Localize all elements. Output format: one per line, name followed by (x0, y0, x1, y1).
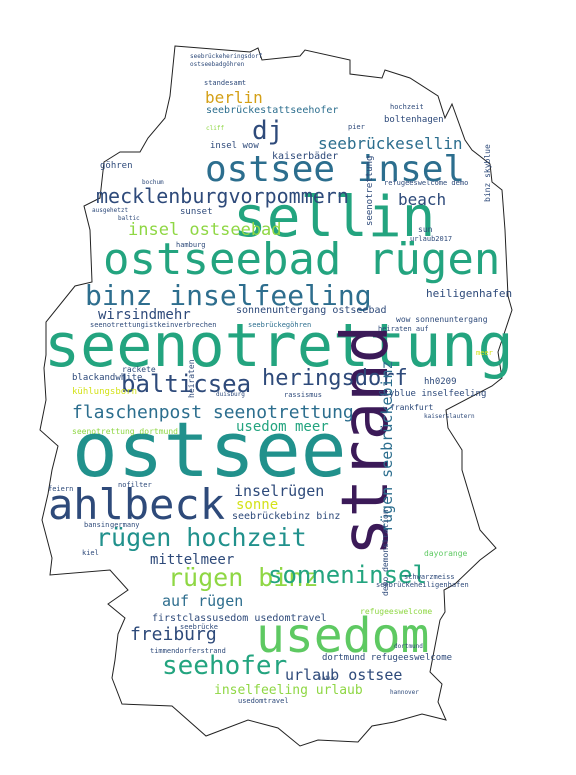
word-freiburg: freiburg (130, 624, 217, 645)
word-blackandwhite: blackandwhite (72, 373, 143, 383)
word-berlin: berlin (205, 88, 263, 107)
word-hannover: hannover (390, 689, 419, 696)
word-dayorange: dayorange (424, 549, 468, 558)
word-seebrueckegoehren: seebrückegöhren (248, 321, 312, 329)
word-hamburg: hamburg (176, 241, 206, 249)
word-seenotrettungistkeinverbrechen: seenotrettungistkeinverbrechen (90, 321, 217, 329)
word-ostseebad-ruegen: ostseebad rügen (103, 234, 501, 285)
word-refugeeswelcome: refugeeswelcome (360, 607, 433, 616)
word-usedomtravel: usedomtravel (238, 697, 289, 705)
word-insel-ostseebad: insel ostseebad (128, 220, 282, 240)
word-cliff: cliff (206, 125, 225, 132)
word-germany: germany (110, 521, 140, 529)
word-mecklenburgvorpommern: mecklenburgvorpommern (96, 184, 349, 208)
word-bochum: bochum (142, 179, 164, 186)
word-pier: pier (348, 123, 365, 131)
word-heiligenhafen: heiligenhafen (426, 287, 513, 300)
word-heiraten: heiraten (187, 359, 196, 398)
word-sellin: sellin (233, 185, 436, 250)
word-meer: meer (476, 349, 493, 357)
word-sunset: sunset (180, 207, 213, 217)
word-feiern: feiern (48, 485, 74, 493)
word-ruegen-hochzeit: rügen hochzeit (96, 523, 307, 552)
word-ostseebadgoehren: ostseebadgöhren (190, 61, 245, 68)
word-natur: natur (318, 675, 337, 682)
word-sonnenuntergang-ostseebad: sonnenuntergang ostseebad (236, 305, 387, 316)
word-seebrueckesellin: seebrückesellin (318, 134, 463, 153)
word-hochzeit: hochzeit (390, 103, 424, 111)
word-goehren: göhren (100, 161, 133, 171)
word-frankfurt: frankfurt (390, 403, 434, 412)
word-firstclassusedom: firstclassusedom usedomtravel (152, 613, 327, 624)
word-ruegen-seebrueckebinz: rügen seebrückebinz (378, 360, 396, 532)
word-insel-wow: insel wow (210, 141, 259, 151)
word-sonneninsel: sonneninsel (268, 561, 427, 589)
word-seehofer: seehofer (162, 651, 288, 681)
word-ahlbeck: ahlbeck (48, 480, 226, 529)
word-duisburg: duisburg (216, 391, 245, 398)
word-ruegen-binz: rügen binz (168, 563, 319, 592)
word-seebrueckebinz-binz: seebrückebinz binz (232, 511, 341, 522)
word-sonne: sonne (236, 497, 279, 513)
word-urlaub-ostsee: urlaub ostsee (285, 666, 403, 684)
word-ostsee-insel: ostsee insel (205, 149, 466, 190)
word-urlaub2017: urlaub2017 (410, 235, 453, 243)
word-dortmund: dortmund (394, 643, 423, 650)
word-kuehlungsborn: kühlungsborn (72, 387, 138, 397)
word-sun: sun (418, 225, 433, 234)
word-heiraten-auf: heiraten auf (378, 325, 429, 333)
word-seebrueckeheiligenhafen: seebrückeheiligenhafen (376, 581, 469, 589)
word-binz-inselfeeling: binz inselfeeling (85, 279, 372, 312)
word-seenotrettung-dortmund: seenotrettung dortmund (72, 427, 178, 436)
word-seenotrettung-vertical: seenotrettung (365, 155, 375, 226)
word-dj: dj (252, 116, 284, 146)
word-skyblue-inselfeeling: skyblue inselfeeling (378, 389, 487, 399)
word-wirsindmehr: wirsindmehr (98, 307, 191, 323)
word-dortmund-refugees: dortmund refugeeswelcome (322, 653, 453, 663)
word-standesamt: standesamt (204, 79, 247, 87)
word-demonstration: demo demonstration (381, 509, 390, 596)
word-nofilter: nofilter (118, 481, 152, 489)
word-binz-skyblue: binz skyblue (483, 144, 492, 202)
word-boltenhagen: boltenhagen (384, 115, 444, 125)
word-hh0209: hh0209 (424, 377, 457, 387)
word-kaiserbaeder: kaiserbäder (272, 151, 339, 162)
word-ostsee: ostsee (72, 405, 347, 494)
word-ausgehetzt: ausgehetzt (92, 207, 129, 214)
word-balticsea: balticsea (121, 370, 252, 398)
word-seenotrettung: seenotrettung (44, 311, 514, 381)
word-usedom: usedom (256, 608, 430, 664)
word-flaschenpost: flaschenpost seenotrettung (72, 402, 354, 423)
word-mittelmeer: mittelmeer (150, 552, 235, 568)
word-heringsdorf: heringsdorf (262, 366, 408, 391)
word-wow-sonnenuntergang: wow sonnenuntergang (396, 315, 488, 324)
word-rackete: rackete (122, 365, 156, 374)
word-seebrueckestattseehofer: seebrückestattseehofer (206, 105, 339, 116)
word-timmendorferstrand: timmendorferstrand (150, 647, 226, 655)
word-beach: beach (398, 190, 447, 209)
word-schwarzmeiss: schwarzmeiss (404, 573, 455, 581)
word-usedom-meer: usedom meer (236, 419, 329, 435)
word-kiel: kiel (82, 549, 99, 557)
word-refugeeswelcome-demo: refugeeswelcome demo (384, 179, 469, 187)
word-inselfeeling-urlaub: inselfeeling urlaub (214, 683, 363, 698)
word-baltic: baltic (118, 215, 140, 222)
word-bansin: bansin (84, 521, 110, 529)
word-auf-ruegen: auf rügen (162, 592, 244, 610)
word-rassismus: rassismus (284, 391, 322, 399)
word-inselruegen: inselrügen (234, 482, 325, 500)
word-seebruecke: seebrücke (180, 623, 218, 631)
word-seebrueckeheringsdorf: seebrückeheringsdorf (190, 53, 263, 60)
word-kaiserslautern: kaiserslautern (424, 413, 475, 420)
